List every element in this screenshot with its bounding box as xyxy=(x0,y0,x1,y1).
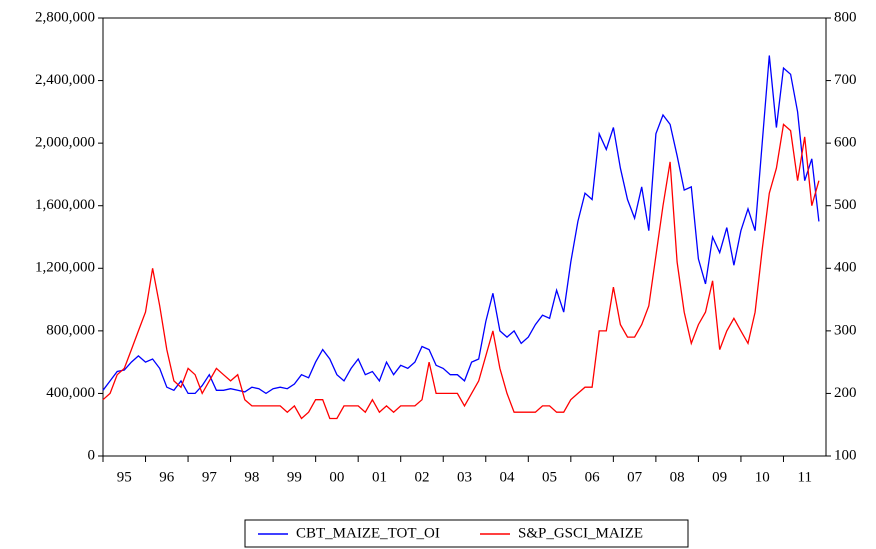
y-tick-label: 2,400,000 xyxy=(35,72,95,88)
y2-tick-label: 300 xyxy=(834,322,857,338)
plot-frame xyxy=(102,17,827,457)
y2-tick-label: 200 xyxy=(834,385,857,401)
series-line xyxy=(102,55,820,395)
x-tick-label: 95 xyxy=(117,469,132,485)
x-tick-label: 03 xyxy=(457,469,472,485)
x-tick-label: 04 xyxy=(500,469,516,485)
y-tick-label: 400,000 xyxy=(46,385,95,401)
x-tick-label: 10 xyxy=(755,469,770,485)
x-tick-label: 96 xyxy=(159,469,175,485)
series-line xyxy=(102,123,820,420)
y-tick-label: 1,600,000 xyxy=(35,197,95,213)
x-tick-label: 02 xyxy=(414,469,429,485)
y2-tick-label: 100 xyxy=(834,447,857,463)
y2-tick-label: 400 xyxy=(834,260,857,276)
y2-tick-label: 800 xyxy=(834,9,857,25)
x-tick-label: 07 xyxy=(627,469,643,485)
y2-tick-label: 700 xyxy=(834,72,857,88)
x-tick-label: 97 xyxy=(202,469,218,485)
y-tick-label: 2,800,000 xyxy=(35,9,95,25)
y-tick-label: 0 xyxy=(88,447,96,463)
legend-box xyxy=(244,519,689,548)
x-tick-label: 01 xyxy=(372,469,387,485)
y-tick-label: 800,000 xyxy=(46,322,95,338)
x-tick-label: 98 xyxy=(244,469,259,485)
y2-tick-label: 600 xyxy=(834,135,857,151)
x-tick-label: 08 xyxy=(670,469,685,485)
legend-label: S&P_GSCI_MAIZE xyxy=(518,525,643,541)
x-tick-label: 99 xyxy=(287,469,302,485)
x-tick-label: 05 xyxy=(542,469,557,485)
x-tick-label: 11 xyxy=(798,469,812,485)
legend-label: CBT_MAIZE_TOT_OI xyxy=(296,525,440,541)
y2-tick-label: 500 xyxy=(834,197,857,213)
x-tick-label: 06 xyxy=(585,469,601,485)
x-tick-label: 09 xyxy=(712,469,727,485)
x-tick-label: 00 xyxy=(329,469,344,485)
y-tick-label: 2,000,000 xyxy=(35,135,95,151)
y-tick-label: 1,200,000 xyxy=(35,260,95,276)
